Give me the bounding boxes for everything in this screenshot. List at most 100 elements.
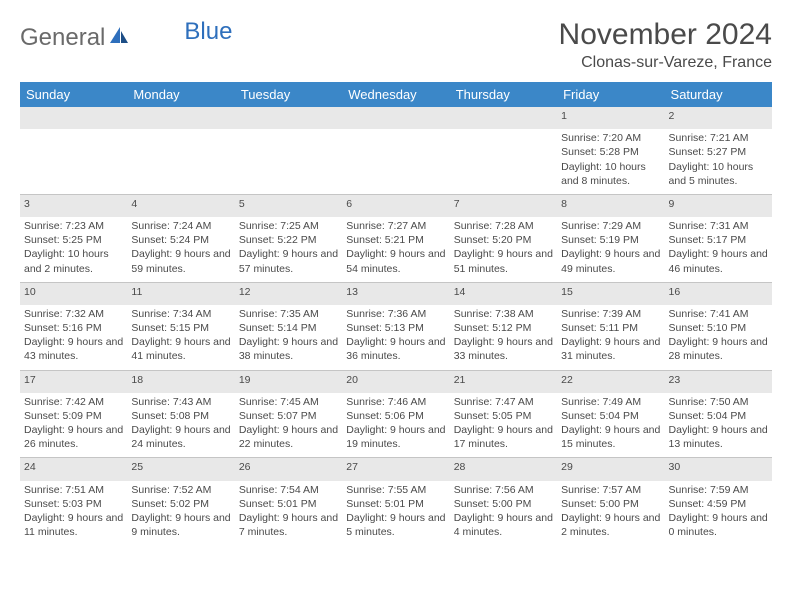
day-number: 11 [127,282,234,305]
daylight-text: Daylight: 9 hours and 36 minutes. [346,335,445,363]
day-number: 17 [20,370,127,393]
sunrise-text: Sunrise: 7:59 AM [669,483,768,497]
day-number [235,107,342,129]
day-number: 3 [20,194,127,217]
sunset-text: Sunset: 5:12 PM [454,321,553,335]
day-cell: Sunrise: 7:45 AMSunset: 5:07 PMDaylight:… [235,393,342,458]
day-cell: Sunrise: 7:39 AMSunset: 5:11 PMDaylight:… [557,305,664,370]
day-number-row: 24252627282930 [20,458,772,481]
sail-icon [108,24,130,52]
day-cell: Sunrise: 7:49 AMSunset: 5:04 PMDaylight:… [557,393,664,458]
sunrise-text: Sunrise: 7:43 AM [131,395,230,409]
sunset-text: Sunset: 5:03 PM [24,497,123,511]
location-label: Clonas-sur-Vareze, France [559,54,772,72]
daylight-text: Daylight: 9 hours and 51 minutes. [454,247,553,275]
sunset-text: Sunset: 5:27 PM [669,145,768,159]
day-cell: Sunrise: 7:41 AMSunset: 5:10 PMDaylight:… [665,305,772,370]
day-number: 25 [127,458,234,481]
daylight-text: Daylight: 9 hours and 28 minutes. [669,335,768,363]
daylight-text: Daylight: 10 hours and 5 minutes. [669,160,768,188]
day-cell: Sunrise: 7:56 AMSunset: 5:00 PMDaylight:… [450,481,557,546]
sunset-text: Sunset: 5:21 PM [346,233,445,247]
day-cell: Sunrise: 7:55 AMSunset: 5:01 PMDaylight:… [342,481,449,546]
day-data-row: Sunrise: 7:20 AMSunset: 5:28 PMDaylight:… [20,129,772,194]
sunrise-text: Sunrise: 7:47 AM [454,395,553,409]
sunrise-text: Sunrise: 7:34 AM [131,307,230,321]
daylight-text: Daylight: 9 hours and 38 minutes. [239,335,338,363]
sunset-text: Sunset: 5:28 PM [561,145,660,159]
daylight-text: Daylight: 9 hours and 0 minutes. [669,511,768,539]
daylight-text: Daylight: 9 hours and 33 minutes. [454,335,553,363]
day-number [20,107,127,129]
sunset-text: Sunset: 5:06 PM [346,409,445,423]
daylight-text: Daylight: 9 hours and 15 minutes. [561,423,660,451]
day-number-row: 3456789 [20,194,772,217]
day-cell: Sunrise: 7:47 AMSunset: 5:05 PMDaylight:… [450,393,557,458]
day-cell: Sunrise: 7:24 AMSunset: 5:24 PMDaylight:… [127,217,234,282]
logo: General Blue [20,18,232,52]
sunrise-text: Sunrise: 7:41 AM [669,307,768,321]
day-number: 24 [20,458,127,481]
day-number: 30 [665,458,772,481]
sunset-text: Sunset: 5:05 PM [454,409,553,423]
day-cell: Sunrise: 7:57 AMSunset: 5:00 PMDaylight:… [557,481,664,546]
sunset-text: Sunset: 5:00 PM [454,497,553,511]
sunrise-text: Sunrise: 7:39 AM [561,307,660,321]
daylight-text: Daylight: 9 hours and 41 minutes. [131,335,230,363]
col-tuesday: Tuesday [235,82,342,107]
daylight-text: Daylight: 9 hours and 4 minutes. [454,511,553,539]
col-sunday: Sunday [20,82,127,107]
sunrise-text: Sunrise: 7:38 AM [454,307,553,321]
day-number: 12 [235,282,342,305]
day-cell: Sunrise: 7:29 AMSunset: 5:19 PMDaylight:… [557,217,664,282]
day-cell: Sunrise: 7:36 AMSunset: 5:13 PMDaylight:… [342,305,449,370]
day-number: 26 [235,458,342,481]
sunset-text: Sunset: 4:59 PM [669,497,768,511]
sunrise-text: Sunrise: 7:24 AM [131,219,230,233]
sunrise-text: Sunrise: 7:49 AM [561,395,660,409]
day-data-row: Sunrise: 7:32 AMSunset: 5:16 PMDaylight:… [20,305,772,370]
daylight-text: Daylight: 9 hours and 59 minutes. [131,247,230,275]
daylight-text: Daylight: 9 hours and 22 minutes. [239,423,338,451]
col-friday: Friday [557,82,664,107]
day-number: 27 [342,458,449,481]
day-number: 4 [127,194,234,217]
sunset-text: Sunset: 5:01 PM [346,497,445,511]
day-data-row: Sunrise: 7:23 AMSunset: 5:25 PMDaylight:… [20,217,772,282]
sunset-text: Sunset: 5:00 PM [561,497,660,511]
day-cell: Sunrise: 7:52 AMSunset: 5:02 PMDaylight:… [127,481,234,546]
sunset-text: Sunset: 5:08 PM [131,409,230,423]
sunrise-text: Sunrise: 7:57 AM [561,483,660,497]
day-cell: Sunrise: 7:23 AMSunset: 5:25 PMDaylight:… [20,217,127,282]
sunrise-text: Sunrise: 7:21 AM [669,131,768,145]
daylight-text: Daylight: 10 hours and 8 minutes. [561,160,660,188]
daylight-text: Daylight: 9 hours and 43 minutes. [24,335,123,363]
daylight-text: Daylight: 9 hours and 24 minutes. [131,423,230,451]
sunset-text: Sunset: 5:17 PM [669,233,768,247]
sunrise-text: Sunrise: 7:29 AM [561,219,660,233]
day-number: 2 [665,107,772,129]
day-cell [20,129,127,194]
daylight-text: Daylight: 9 hours and 26 minutes. [24,423,123,451]
sunset-text: Sunset: 5:13 PM [346,321,445,335]
day-cell: Sunrise: 7:32 AMSunset: 5:16 PMDaylight:… [20,305,127,370]
day-data-row: Sunrise: 7:42 AMSunset: 5:09 PMDaylight:… [20,393,772,458]
day-cell: Sunrise: 7:42 AMSunset: 5:09 PMDaylight:… [20,393,127,458]
sunrise-text: Sunrise: 7:20 AM [561,131,660,145]
sunrise-text: Sunrise: 7:46 AM [346,395,445,409]
sunrise-text: Sunrise: 7:42 AM [24,395,123,409]
day-number: 22 [557,370,664,393]
day-cell [127,129,234,194]
col-thursday: Thursday [450,82,557,107]
day-number: 13 [342,282,449,305]
day-cell: Sunrise: 7:21 AMSunset: 5:27 PMDaylight:… [665,129,772,194]
sunrise-text: Sunrise: 7:35 AM [239,307,338,321]
sunset-text: Sunset: 5:07 PM [239,409,338,423]
day-cell: Sunrise: 7:27 AMSunset: 5:21 PMDaylight:… [342,217,449,282]
daylight-text: Daylight: 9 hours and 57 minutes. [239,247,338,275]
calendar-table: Sunday Monday Tuesday Wednesday Thursday… [20,82,772,545]
daylight-text: Daylight: 9 hours and 19 minutes. [346,423,445,451]
daylight-text: Daylight: 9 hours and 7 minutes. [239,511,338,539]
day-cell: Sunrise: 7:43 AMSunset: 5:08 PMDaylight:… [127,393,234,458]
day-number: 16 [665,282,772,305]
